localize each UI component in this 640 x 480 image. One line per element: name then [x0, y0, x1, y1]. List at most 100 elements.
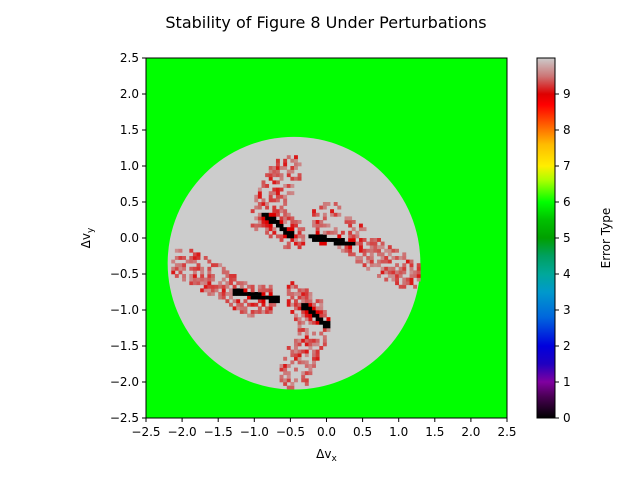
- heatmap-cell: [312, 209, 316, 214]
- heatmap-cell: [200, 288, 205, 293]
- heatmap-cell: [275, 194, 280, 199]
- heatmap-cell: [315, 306, 320, 311]
- heatmap-cell: [395, 281, 399, 286]
- heatmap-cell: [283, 230, 288, 235]
- heatmap-cell: [174, 266, 179, 271]
- heatmap-cell: [257, 292, 262, 296]
- heatmap-cell: [297, 331, 302, 336]
- heatmap-cell: [275, 191, 280, 196]
- heatmap-cell: [232, 299, 237, 304]
- heatmap-cell: [261, 292, 266, 296]
- heatmap-cell: [315, 220, 320, 224]
- heatmap-cell: [200, 281, 205, 286]
- y-tick-label: −0.5: [110, 267, 139, 281]
- heatmap-cell: [304, 310, 309, 314]
- heatmap-cell: [326, 238, 331, 242]
- heatmap-cell: [380, 259, 385, 264]
- heatmap-cell: [315, 234, 320, 239]
- heatmap-cell: [319, 234, 324, 239]
- x-tick-label: 2.5: [497, 425, 516, 439]
- heatmap-cell: [405, 277, 410, 282]
- heatmap-cell: [261, 288, 266, 293]
- heatmap-cell: [402, 252, 407, 257]
- heatmap-cell: [380, 266, 385, 271]
- heatmap-cell: [301, 238, 306, 242]
- colorbar-tick-label: 9: [563, 87, 571, 101]
- heatmap-cell: [409, 274, 414, 278]
- heatmap-cell: [308, 338, 313, 343]
- heatmap-cell: [192, 270, 197, 275]
- heatmap-cell: [290, 295, 295, 300]
- heatmap-cell: [301, 360, 306, 365]
- heatmap-cell: [377, 259, 381, 264]
- heatmap-cell: [229, 277, 233, 282]
- heatmap-cell: [358, 245, 363, 250]
- heatmap-cell: [272, 169, 277, 174]
- heatmap-cell: [182, 263, 187, 268]
- heatmap-cell: [283, 198, 288, 203]
- heatmap-cell: [290, 382, 295, 386]
- heatmap-cell: [257, 299, 262, 304]
- heatmap-cell: [373, 263, 378, 268]
- heatmap-cell: [304, 342, 309, 347]
- heatmap-cell: [319, 313, 324, 318]
- heatmap-cell: [315, 353, 320, 358]
- heatmap-cell: [283, 166, 288, 170]
- heatmap-cell: [380, 241, 385, 246]
- heatmap-cell: [275, 158, 280, 163]
- heatmap-cell: [210, 274, 215, 278]
- heatmap-cell: [283, 227, 288, 232]
- heatmap-cell: [409, 277, 414, 282]
- heatmap-cell: [366, 241, 371, 246]
- heatmap-cell: [290, 310, 295, 314]
- heatmap-cell: [279, 378, 284, 383]
- heatmap-cell: [348, 252, 353, 257]
- heatmap-cell: [207, 292, 212, 296]
- heatmap-cell: [189, 256, 194, 260]
- heatmap-cell: [326, 317, 331, 322]
- heatmap-cell: [315, 320, 320, 325]
- colorbar: 0 1 2 3 4 5 6 7 8 9 Error Type: [536, 57, 613, 425]
- heatmap-cell: [294, 302, 298, 307]
- colorbar-label: Error Type: [599, 208, 613, 269]
- heatmap-cell: [275, 198, 280, 203]
- heatmap-cell: [391, 277, 396, 282]
- heatmap-cell: [319, 346, 324, 350]
- heatmap-cell: [297, 349, 302, 354]
- heatmap-cell: [308, 295, 313, 300]
- heatmap-cell: [297, 234, 302, 239]
- heatmap-cell: [315, 230, 320, 235]
- heatmap-cell: [290, 166, 295, 170]
- y-tick-label: −1.5: [110, 339, 139, 353]
- heatmap-cell: [257, 187, 262, 192]
- heatmap-cell: [254, 223, 259, 228]
- heatmap-cell: [319, 310, 324, 314]
- heatmap-cell: [369, 248, 374, 253]
- heatmap-cell: [326, 202, 331, 206]
- heatmap-cell: [200, 274, 205, 278]
- heatmap-cell: [384, 266, 389, 271]
- heatmap-cell: [405, 259, 410, 264]
- heatmap-cell: [171, 266, 176, 271]
- heatmap-cell: [348, 238, 353, 242]
- heatmap-cell: [294, 349, 298, 354]
- heatmap-cell: [326, 230, 331, 235]
- heatmap-cell: [315, 349, 320, 354]
- heatmap-cell: [268, 299, 273, 304]
- heatmap-cell: [337, 205, 342, 210]
- heatmap-cell: [301, 378, 306, 383]
- heatmap-cell: [348, 223, 353, 228]
- heatmap-cell: [200, 270, 205, 275]
- heatmap-cell: [304, 378, 309, 383]
- heatmap-cell: [391, 266, 396, 271]
- heatmap-cell: [265, 306, 270, 311]
- heatmap-cell: [297, 176, 302, 181]
- heatmap-cell: [294, 234, 298, 239]
- heatmap-cell: [254, 205, 259, 210]
- heatmap-cell: [174, 248, 179, 253]
- heatmap-cell: [322, 238, 327, 242]
- heatmap-cell: [366, 266, 371, 271]
- heatmap-cell: [272, 295, 277, 300]
- heatmap-cell: [178, 263, 183, 268]
- heatmap-cell: [232, 284, 237, 289]
